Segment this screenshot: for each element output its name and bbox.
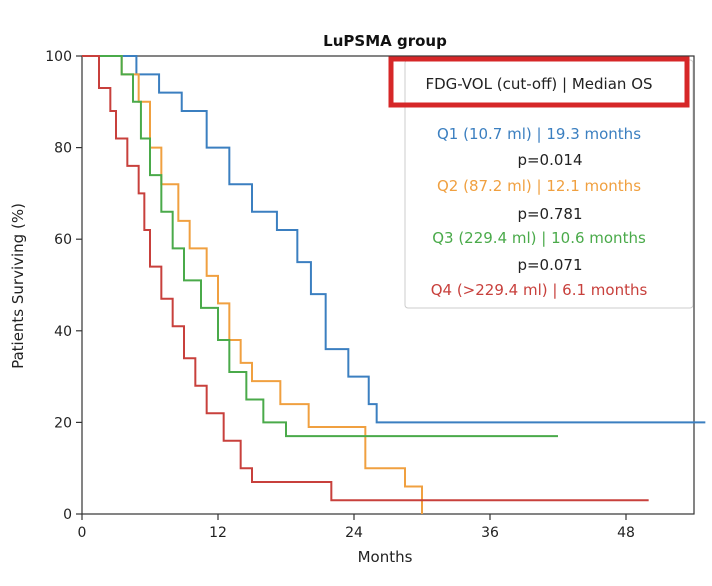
x-tick-label: 48 (617, 525, 635, 541)
y-tick-label: 20 (54, 415, 72, 431)
chart-title: LuPSMA group (323, 32, 447, 50)
legend-entry-q2: Q2 (87.2 ml) | 12.1 months (437, 177, 641, 195)
p-value-3: p=0.071 (517, 256, 582, 274)
p-value-2: p=0.781 (517, 205, 582, 223)
y-axis-ticks: 0 20 40 60 80 100 (45, 49, 82, 523)
legend-entry-q1: Q1 (10.7 ml) | 19.3 months (437, 125, 641, 143)
survival-curves (82, 55, 706, 514)
y-tick-label: 80 (54, 141, 72, 157)
legend-header: FDG-VOL (cut-off) | Median OS (425, 75, 652, 93)
legend-entry-q3: Q3 (229.4 ml) | 10.6 months (432, 229, 646, 247)
survival-curve-q2 (82, 55, 423, 514)
y-tick-label: 60 (54, 232, 72, 248)
x-axis-label: Months (358, 548, 413, 566)
x-tick-label: 12 (209, 525, 227, 541)
y-tick-label: 0 (63, 507, 72, 523)
y-tick-label: 40 (54, 324, 72, 340)
survival-curve-q4 (82, 55, 649, 502)
plot-area-frame (81, 55, 695, 515)
y-tick-label: 100 (45, 49, 72, 65)
legend-header-highlight (388, 56, 690, 108)
survival-curve-q3 (82, 55, 558, 438)
legend-entry-q4: Q4 (>229.4 ml) | 6.1 months (431, 281, 648, 299)
p-value-1: p=0.014 (517, 151, 582, 169)
y-axis-label: Patients Surviving (%) (9, 203, 27, 369)
survival-curve-q1 (82, 55, 706, 424)
x-tick-label: 0 (78, 525, 87, 541)
x-tick-label: 36 (481, 525, 499, 541)
x-tick-label: 24 (345, 525, 363, 541)
x-axis-ticks: 0 12 24 36 48 (78, 514, 635, 541)
